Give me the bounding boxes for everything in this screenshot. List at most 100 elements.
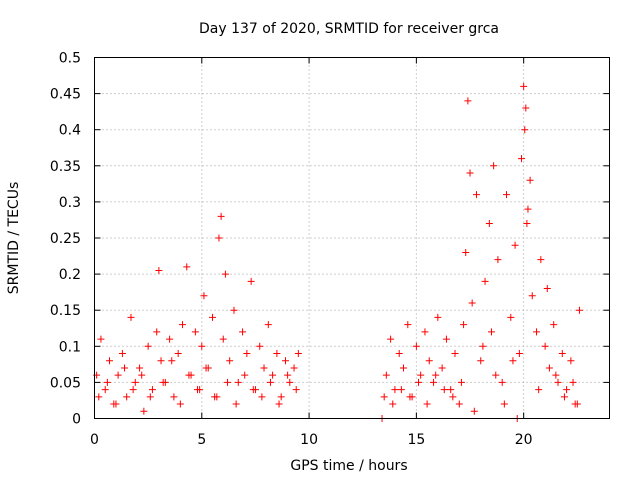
data-point [494,256,502,264]
data-point [226,357,234,365]
data-point [121,364,129,372]
y-axis-label: SRMTID / TECUs [6,182,22,295]
data-point [198,342,206,350]
x-axis-label: GPS time / hours [290,458,407,474]
data-point [477,357,485,365]
axis-ticks [94,57,610,419]
data-point [168,357,176,365]
grid-lines [94,57,610,419]
data-point [395,350,403,358]
data-point [522,104,530,112]
data-point [155,266,163,274]
data-point [275,400,283,408]
data-point [202,364,210,372]
data-point [462,248,470,256]
data-point [397,386,405,394]
data-point [101,386,109,394]
data-point [286,378,294,386]
data-point [567,357,575,365]
data-point [127,313,135,321]
data-point [457,378,465,386]
data-point [232,400,240,408]
data-point [191,328,199,336]
data-point [503,191,510,199]
plot-frame [94,57,610,419]
data-point [114,371,122,379]
data-point [492,371,500,379]
x-tick-label: 20 [515,432,533,448]
y-tick-label: 0.25 [50,231,81,247]
y-tick-label: 0.3 [59,195,81,211]
data-point [215,234,223,242]
data-point [415,378,423,386]
data-point [292,386,300,394]
data-point [382,371,390,379]
data-point [520,82,528,90]
data-point [425,357,433,365]
x-tick-label: 15 [407,432,425,448]
data-point [174,350,182,358]
data-point [464,97,472,105]
data-point [487,328,495,336]
data-point [442,335,450,343]
data-point [509,357,517,365]
data-point [558,350,566,358]
data-point [284,371,292,379]
data-point [523,220,531,228]
data-point [176,400,184,408]
data-point [406,393,414,401]
data-point [281,357,289,365]
data-point [230,306,238,314]
data-point [200,292,208,300]
data-point [466,169,474,177]
data-point [391,386,399,394]
data-point [468,299,476,307]
data-point [481,277,489,285]
data-point [249,386,257,394]
data-point [423,400,431,408]
data-point [575,306,583,314]
x-tick-labels: 0 5 10 15 20 [90,432,533,448]
data-point [490,162,498,170]
y-tick-label: 0.45 [50,87,81,103]
x-tick-label: 5 [197,432,206,448]
y-tick-label: 0.35 [50,159,81,175]
data-point [389,400,397,408]
data-point [170,393,178,401]
data-point [95,393,103,401]
y-tick-label: 0 [72,412,81,428]
y-tick-label: 0.4 [59,123,81,139]
data-point [264,321,272,329]
data-point [269,371,277,379]
data-point [521,126,529,134]
data-point [380,393,388,401]
data-point [106,357,114,365]
data-point [404,321,412,329]
data-point [479,342,487,350]
data-point [103,378,111,386]
data-point [447,386,455,394]
data-point [209,313,217,321]
data-point [243,350,251,358]
data-point [266,378,274,386]
y-tick-label: 0.2 [59,267,81,283]
data-point [112,400,120,408]
data-point [159,378,167,386]
data-point [515,350,523,358]
data-point [511,241,519,249]
data-point [440,386,448,394]
data-point [234,378,242,386]
data-point [518,155,526,163]
data-point [97,335,105,343]
data-point [563,386,571,394]
data-point [434,313,442,321]
data-point [140,407,148,415]
data-point [537,256,545,264]
data-point [185,371,193,379]
data-point [178,321,186,329]
y-tick-label: 0.15 [50,303,81,319]
data-point [247,277,255,285]
data-point [472,191,480,199]
data-point [535,386,543,394]
